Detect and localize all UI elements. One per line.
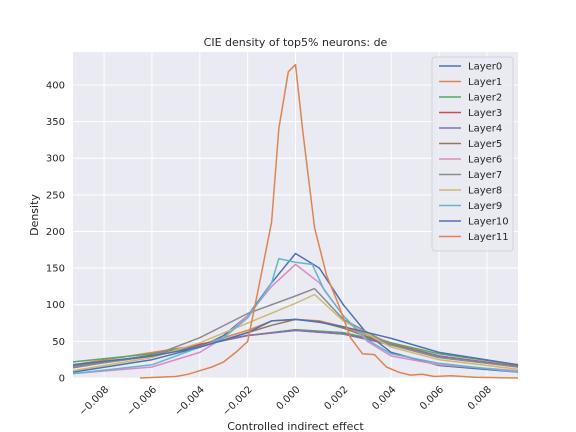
y-tick-label: 50 xyxy=(52,337,65,348)
series-line-layer11 xyxy=(139,63,519,379)
x-tick-label: 0.004 xyxy=(370,384,398,412)
chart-title: CIE density of top5% neurons: de xyxy=(204,36,388,49)
legend-label: Layer8 xyxy=(468,186,502,197)
grid xyxy=(73,52,518,379)
y-tick-label: 350 xyxy=(46,117,65,128)
x-tick-label: −0.004 xyxy=(173,384,207,418)
series-line-layer8 xyxy=(72,293,519,372)
x-tick-label: 0.008 xyxy=(466,384,494,412)
x-tick-label: 0.000 xyxy=(275,384,303,412)
series-line-layer7 xyxy=(72,287,519,368)
legend-label: Layer10 xyxy=(468,217,509,228)
x-tick-label: 0.002 xyxy=(322,384,350,412)
legend-box xyxy=(431,56,514,252)
x-ticks: −0.008 −0.006 −0.004 −0.002 0.000 0.002 0.004 0… xyxy=(77,384,494,418)
series-line-layer2 xyxy=(72,328,519,366)
y-axis-label: Density xyxy=(28,194,41,236)
y-tick-label: 200 xyxy=(46,227,65,238)
legend-label: Layer4 xyxy=(468,124,502,135)
x-tick-label: −0.008 xyxy=(77,384,111,418)
x-tick-label: −0.002 xyxy=(221,384,255,418)
y-tick-label: 400 xyxy=(46,80,65,91)
legend-label: Layer7 xyxy=(468,170,502,181)
y-tick-label: 100 xyxy=(46,300,65,311)
legend-label: Layer5 xyxy=(468,139,502,150)
legend-label: Layer1 xyxy=(468,77,502,88)
legend-label: Layer3 xyxy=(468,108,502,119)
y-ticks: 0 50 100 150 200 250 300 350 400 xyxy=(46,80,65,384)
series-line-layer6 xyxy=(72,263,519,375)
y-tick-label: 300 xyxy=(46,154,65,165)
legend-label: Layer9 xyxy=(468,201,502,212)
legend-label: Layer2 xyxy=(468,93,502,104)
x-tick-label: −0.006 xyxy=(125,384,159,418)
y-tick-label: 150 xyxy=(46,264,65,275)
legend-label: Layer11 xyxy=(468,232,509,243)
legend-label: Layer6 xyxy=(468,155,502,166)
legend-label: Layer0 xyxy=(468,62,502,73)
x-axis-label: Controlled indirect effect xyxy=(227,420,364,432)
y-tick-label: 0 xyxy=(59,374,65,385)
series-line-layer10 xyxy=(72,318,519,366)
x-tick-label: 0.006 xyxy=(418,384,446,412)
legend: Layer0 Layer1 Layer2 Layer3 Layer4 Layer5 Laye… xyxy=(431,56,514,252)
series-lines xyxy=(72,63,519,379)
y-tick-label: 250 xyxy=(46,190,65,201)
